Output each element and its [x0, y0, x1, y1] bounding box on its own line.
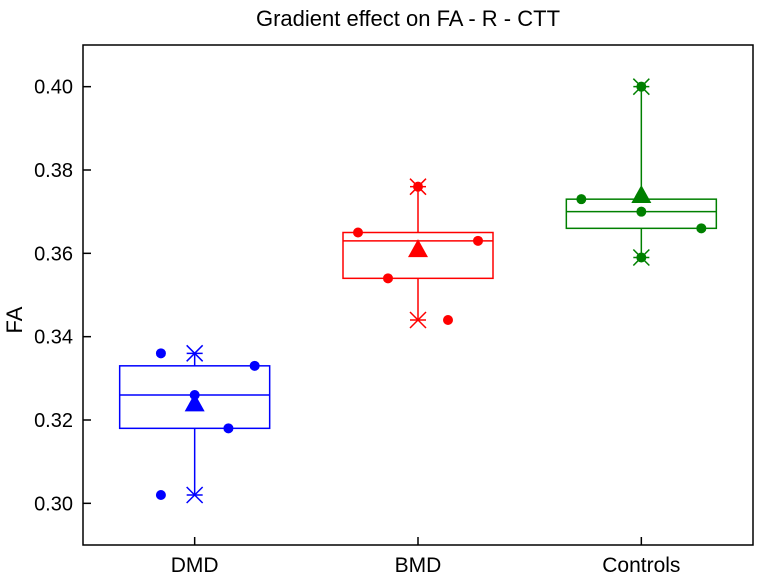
controls-data-point: [636, 206, 647, 217]
bmd-data-point: [413, 181, 423, 192]
dmd-data-point: [155, 490, 166, 500]
bmd-data-point: [353, 227, 363, 238]
y-tick-label: 0.34: [34, 327, 73, 349]
y-tick-label: 0.38: [34, 160, 73, 182]
controls-data-point: [636, 252, 647, 263]
bmd-data-point: [443, 315, 453, 325]
y-tick-label: 0.36: [34, 243, 73, 265]
y-tick-label: 0.40: [34, 77, 73, 99]
x-tick-label: Controls: [602, 554, 680, 576]
controls-data-point: [696, 223, 707, 234]
controls-data-point: [576, 194, 587, 205]
y-tick-label: 0.32: [34, 410, 73, 432]
bmd-data-point: [383, 273, 393, 284]
dmd-data-point: [155, 348, 166, 359]
y-tick-label: 0.30: [34, 493, 73, 515]
bmd-data-point: [473, 235, 483, 246]
bmd-box: [342, 231, 494, 280]
dmd-data-point: [249, 360, 260, 371]
controls-mean-marker: [631, 185, 652, 203]
controls-data-point: [636, 81, 647, 92]
x-tick-label: BMD: [395, 554, 442, 576]
y-axis-label: FA: [2, 306, 27, 333]
dmd-box: [118, 365, 271, 430]
dmd-data-point: [223, 423, 234, 434]
chart-title: Gradient effect on FA - R - CTT: [256, 6, 560, 31]
x-tick-label: DMD: [171, 554, 219, 576]
dmd-mean-marker: [184, 393, 205, 412]
bmd-mean-marker: [408, 239, 428, 258]
